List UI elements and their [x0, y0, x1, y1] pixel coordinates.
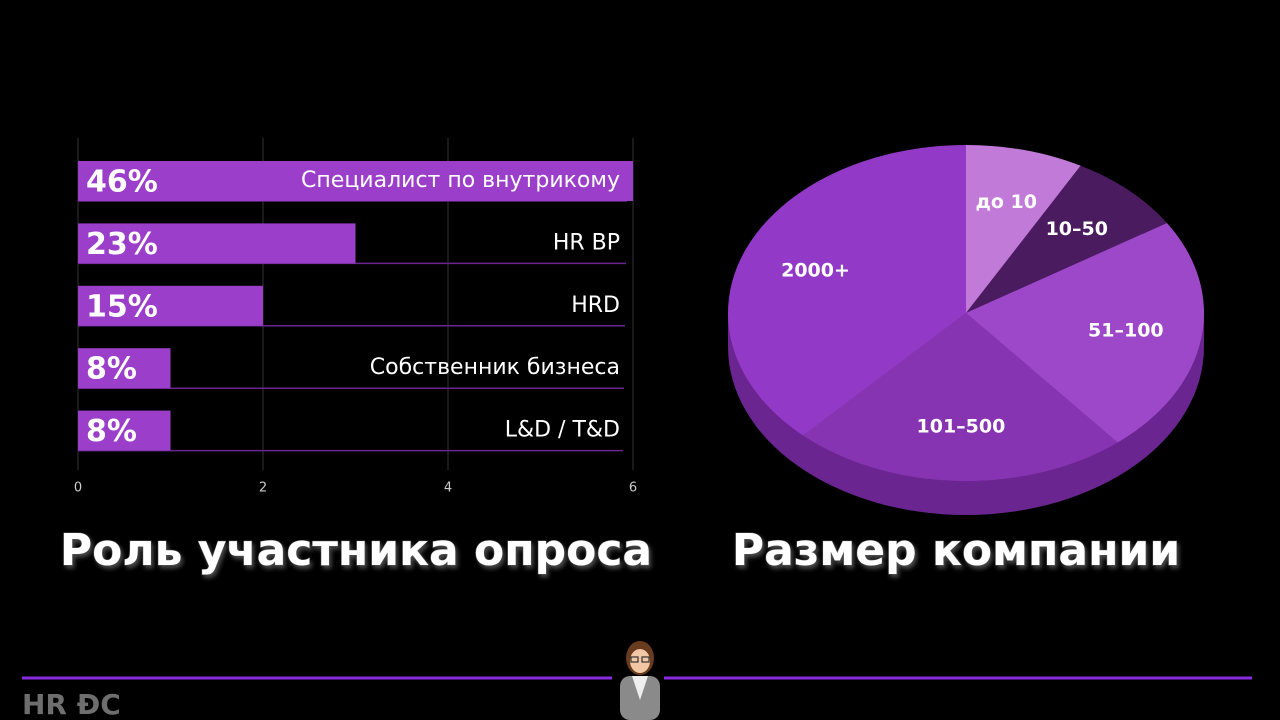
- slice-label: до 10: [976, 191, 1037, 213]
- bar: [78, 161, 633, 201]
- pie-chart: до 10 10–50 51–100 101–500 2000+: [728, 145, 1204, 515]
- category-label: Собственник бизнеса: [370, 355, 620, 380]
- avatar: [620, 641, 660, 720]
- category-label: HRD: [571, 293, 620, 318]
- x-tick-label: 4: [444, 481, 452, 496]
- pie-slice: [966, 222, 1204, 443]
- bar: [78, 348, 171, 389]
- bar-label: 23%: [86, 227, 158, 262]
- pie-slice: [966, 165, 1167, 313]
- pie-chart-title: Размер компании: [732, 525, 1180, 576]
- bar-label: 15%: [86, 289, 158, 324]
- x-tick-label: 6: [629, 481, 637, 496]
- slice-label: 10–50: [1046, 218, 1108, 240]
- category-label: Специалист по внутрикому: [301, 168, 620, 193]
- bar-label: 46%: [86, 165, 158, 200]
- pie-slice: [966, 145, 1081, 313]
- x-tick-label: 2: [259, 481, 267, 496]
- x-tick-label: 0: [74, 481, 82, 496]
- bar: [78, 223, 356, 264]
- pie-slice: [728, 145, 966, 436]
- pie-slice: [803, 313, 1118, 482]
- footer-logo: HR ĐC: [22, 688, 121, 720]
- bar: [78, 285, 263, 326]
- bar-chart: 0 2 4 6 46% Специалист по внутрикому 23% HR BP 1…: [74, 138, 637, 496]
- slice-label: 2000+: [781, 259, 850, 281]
- category-label: L&D / T&D: [505, 418, 620, 443]
- bar-label: 8%: [86, 352, 137, 387]
- slice-label: 51–100: [1088, 319, 1164, 341]
- bar-label: 8%: [86, 414, 137, 449]
- slice-label: 101–500: [917, 416, 1006, 438]
- bar: [78, 410, 171, 451]
- bar-chart-title: Роль участника опроса: [60, 525, 652, 576]
- category-label: HR BP: [553, 230, 620, 255]
